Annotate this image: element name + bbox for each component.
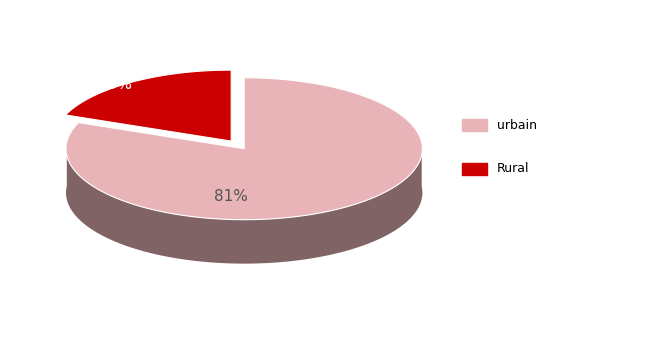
Text: urbain: urbain — [497, 119, 537, 131]
Polygon shape — [66, 78, 422, 220]
Bar — [462, 163, 487, 175]
Polygon shape — [65, 70, 231, 141]
Text: 81%: 81% — [214, 189, 248, 203]
Text: 19%: 19% — [98, 77, 133, 92]
Bar — [462, 119, 487, 131]
Text: Rural: Rural — [497, 163, 529, 175]
Polygon shape — [66, 142, 422, 264]
